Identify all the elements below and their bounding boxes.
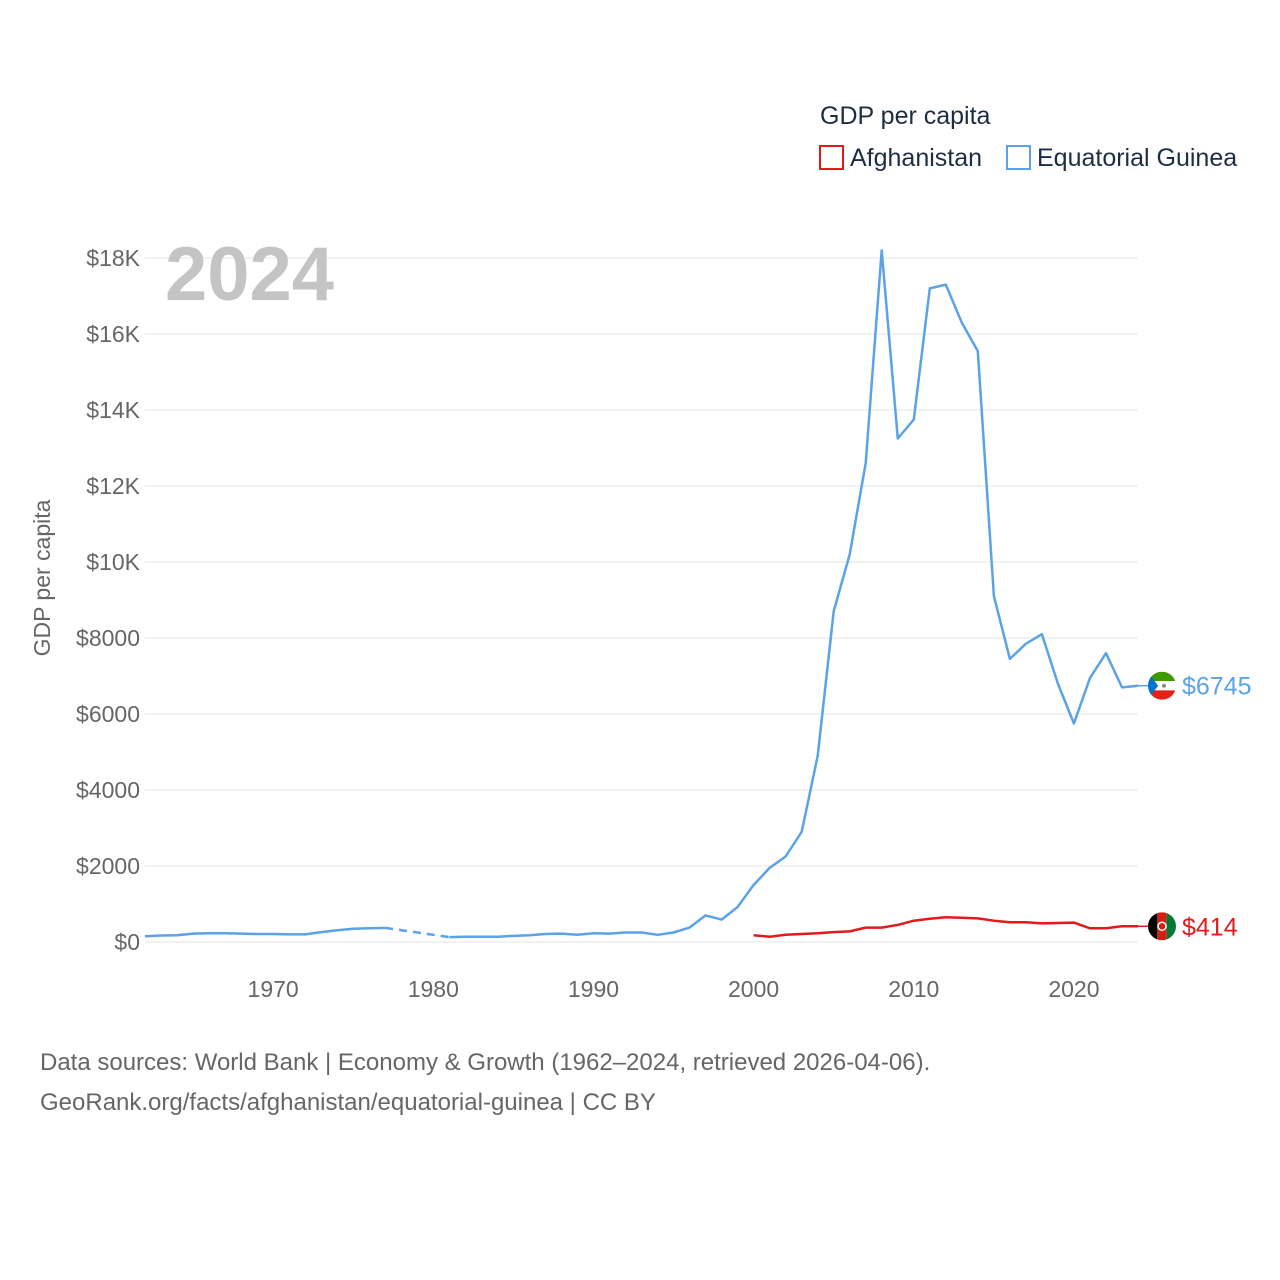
y-tick-label: $14K — [86, 397, 140, 423]
y-tick-label: $6000 — [76, 701, 140, 727]
y-tick-label: $12K — [86, 473, 140, 499]
source-line-1: Data sources: World Bank | Economy & Gro… — [40, 1049, 931, 1076]
y-tick-label: $18K — [86, 245, 140, 271]
source-line-2[interactable]: GeoRank.org/facts/afghanistan/equatorial… — [40, 1089, 656, 1116]
end-label-afghanistan: $414 — [1182, 913, 1238, 941]
y-axis-ticks: $0 $2000 $4000 $6000 $8000 $10K $12K $14K $16K $1… — [76, 245, 141, 955]
series-line-equatorial-guinea — [385, 926, 450, 939]
y-axis-label: GDP per capita — [29, 499, 55, 656]
afghanistan-flag-icon — [1148, 912, 1176, 941]
legend: GDP per capita Afghanistan Equatorial Gu… — [819, 102, 1237, 172]
x-tick-label: 2010 — [888, 976, 939, 1002]
end-label-equatorial-guinea: $6745 — [1182, 673, 1252, 701]
x-tick-label: 2000 — [728, 976, 779, 1002]
legend-title: GDP per capita — [820, 102, 991, 130]
x-tick-label: 2020 — [1048, 976, 1099, 1002]
series — [144, 249, 1148, 939]
y-tick-label: $0 — [114, 929, 140, 955]
equatorial-guinea-flag-icon — [1148, 671, 1176, 700]
legend-swatch-afghanistan — [819, 145, 844, 170]
gridlines — [145, 257, 1138, 943]
series-line-afghanistan — [753, 916, 1138, 938]
legend-label-equatorial-guinea: Equatorial Guinea — [1037, 144, 1237, 172]
series-line-equatorial-guinea — [144, 926, 386, 938]
x-tick-label: 1970 — [248, 976, 299, 1002]
y-tick-label: $10K — [86, 549, 140, 575]
y-tick-label: $2000 — [76, 853, 140, 879]
y-tick-label: $4000 — [76, 777, 140, 803]
x-axis-ticks: 1970 1980 1990 2000 2010 2020 — [248, 976, 1100, 1002]
legend-label-afghanistan: Afghanistan — [850, 144, 982, 172]
series-line-equatorial-guinea — [449, 249, 1139, 939]
y-tick-label: $8000 — [76, 625, 140, 651]
y-tick-label: $16K — [86, 321, 140, 347]
source-note: Data sources: World Bank | Economy & Gro… — [40, 1043, 930, 1123]
x-tick-label: 1990 — [568, 976, 619, 1002]
legend-swatch-equatorial-guinea — [1006, 145, 1031, 170]
year-label: 2024 — [165, 232, 334, 317]
x-tick-label: 1980 — [408, 976, 459, 1002]
